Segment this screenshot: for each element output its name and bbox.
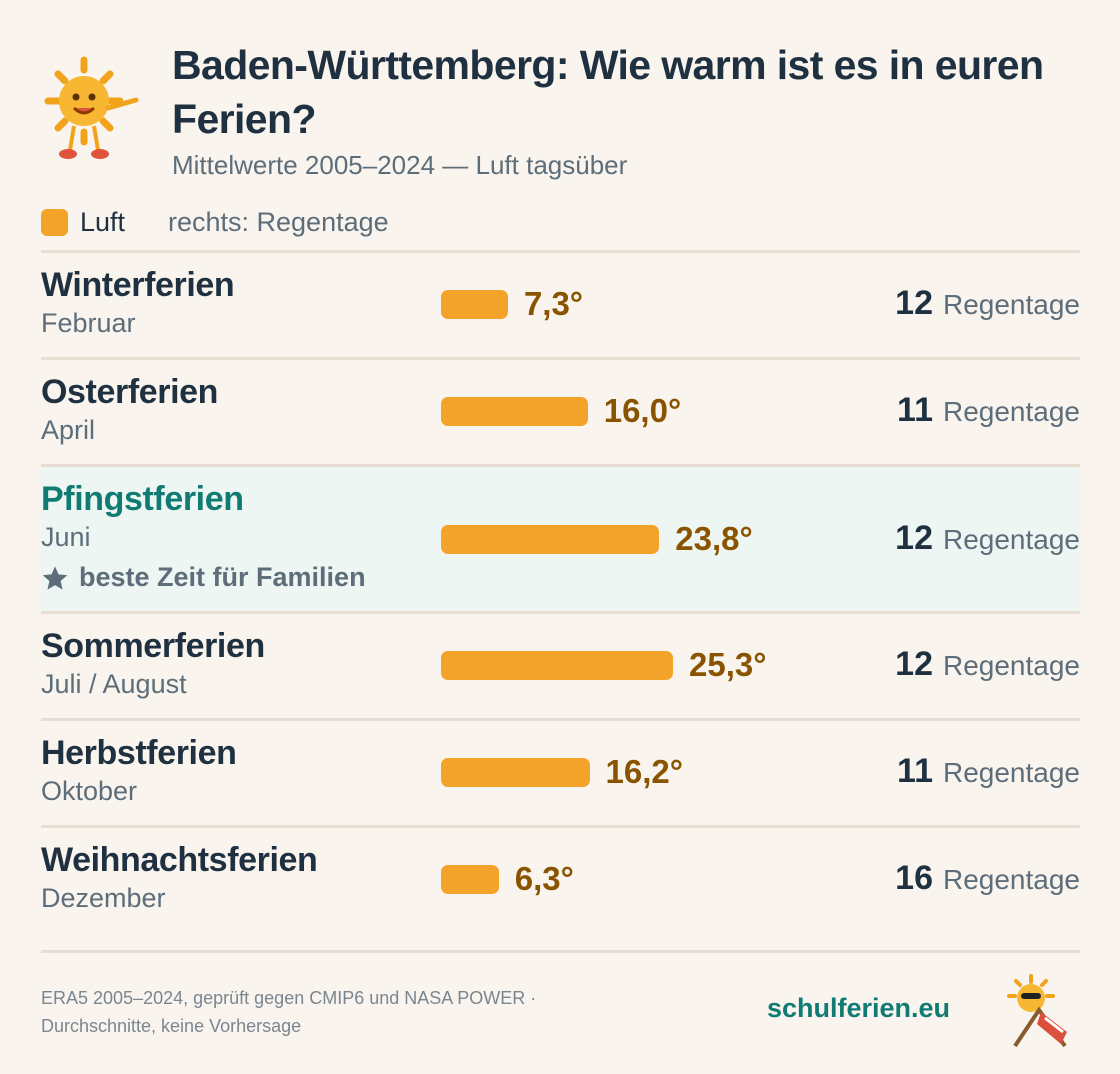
value-label: 23,8° xyxy=(675,520,753,557)
rain-days: 12 Regentage xyxy=(895,284,1080,323)
footer-line: Durchschnitte, keine Vorhersage xyxy=(41,1016,302,1036)
row-name: Herbstferien xyxy=(41,734,237,772)
highlight-text: beste Zeit für Familien xyxy=(79,562,366,592)
bar xyxy=(441,651,673,680)
separator xyxy=(41,357,1080,360)
rain-number: 12 xyxy=(895,519,933,557)
row-month: Oktober xyxy=(41,776,138,806)
rain-number: 11 xyxy=(897,752,933,790)
star-icon xyxy=(42,565,68,590)
row-name: Osterferien xyxy=(41,373,219,411)
bar xyxy=(441,758,590,787)
footer-line: ERA5 2005–2024, geprüft gegen CMIP6 und … xyxy=(41,988,537,1008)
separator xyxy=(41,611,1080,614)
rain-unit: Regentage xyxy=(942,757,1080,788)
rain-unit: Regentage xyxy=(942,396,1080,427)
row-month: Juni xyxy=(41,522,91,552)
footer: ERA5 2005–2024, geprüft gegen CMIP6 und … xyxy=(41,984,536,1040)
value-label: 7,3° xyxy=(523,285,584,322)
separator xyxy=(41,250,1080,253)
rain-number: 11 xyxy=(897,391,933,429)
rain-unit: Regentage xyxy=(942,289,1080,320)
rain-days: 12 Regentage xyxy=(895,645,1080,684)
bar xyxy=(441,397,588,426)
bar xyxy=(441,865,499,894)
row-month: Dezember xyxy=(41,883,166,913)
row-name: Sommerferien xyxy=(41,627,265,665)
rain-days: 12 Regentage xyxy=(895,519,1080,558)
legend-label: Luft xyxy=(80,207,126,237)
value-label: 25,3° xyxy=(689,646,767,683)
sun-chair-icon xyxy=(1007,974,1067,1048)
separator xyxy=(41,464,1080,467)
chart-subtitle: Mittelwerte 2005–2024 — Luft tagsüber xyxy=(172,150,628,180)
bar xyxy=(441,525,660,554)
separator xyxy=(41,718,1080,721)
rain-unit: Regentage xyxy=(942,864,1080,895)
row-name: Weihnachtsferien xyxy=(41,841,318,879)
highlight-note: beste Zeit für Familien xyxy=(41,562,366,593)
rain-unit: Regentage xyxy=(942,650,1080,681)
legend-note: rechts: Regentage xyxy=(168,207,389,237)
brand: schulferien.eu xyxy=(767,993,951,1023)
row-month: April xyxy=(41,415,96,445)
bar xyxy=(441,290,508,319)
row-name: Pfingstferien xyxy=(41,480,244,518)
row-month: Februar xyxy=(41,308,136,338)
sun-mascot xyxy=(44,56,139,159)
chart-title: Baden-Württemberg: Wie warm ist es in eu… xyxy=(172,42,1044,142)
row-name: Winterferien xyxy=(41,266,235,304)
rain-unit: Regentage xyxy=(942,524,1080,555)
value-label: 16,0° xyxy=(603,392,682,429)
rain-number: 12 xyxy=(895,645,933,683)
rain-number: 12 xyxy=(895,284,933,322)
rain-days: 11 Regentage xyxy=(897,391,1080,430)
rain-days: 16 Regentage xyxy=(895,859,1080,898)
value-label: 16,2° xyxy=(605,753,683,790)
rain-number: 16 xyxy=(895,859,933,897)
legend-swatch xyxy=(41,209,68,236)
value-label: 6,3° xyxy=(514,860,574,897)
rain-days: 11 Regentage xyxy=(897,752,1080,791)
separator xyxy=(41,950,1080,953)
row-month: Juli / August xyxy=(41,669,187,699)
separator xyxy=(41,825,1080,828)
